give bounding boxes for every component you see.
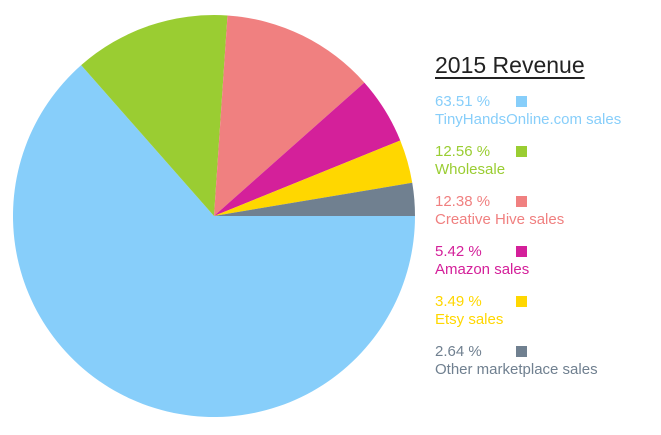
legend: 63.51 % TinyHandsOnline.com sales 12.56 … xyxy=(435,93,657,393)
legend-item: 12.38 % Creative Hive sales xyxy=(435,193,657,243)
legend-percent: 63.51 % xyxy=(435,93,491,110)
pie-slice-amazon-sales xyxy=(214,82,401,216)
legend-label: Other marketplace sales xyxy=(435,361,598,378)
legend-item: 63.51 % TinyHandsOnline.com sales xyxy=(435,93,657,143)
legend-label: Creative Hive sales xyxy=(435,211,565,228)
pie-slice-other-marketplace-sales xyxy=(214,182,415,216)
legend-swatch xyxy=(516,196,527,207)
pie-slice-tinyhandsonline-com-sales xyxy=(12,65,415,417)
legend-label: Amazon sales xyxy=(435,261,530,278)
pie-slices xyxy=(12,14,415,417)
legend-item: 12.56 % Wholesale xyxy=(435,143,657,193)
legend-percent: 3.49 % xyxy=(435,293,482,310)
pie-slice-wholesale xyxy=(81,14,228,217)
legend-percent: 12.56 % xyxy=(435,143,491,160)
pie-slice-creative-hive-sales xyxy=(214,15,365,217)
legend-label: Etsy sales xyxy=(435,311,504,328)
chart-title: 2015 Revenue xyxy=(435,52,585,78)
legend-label: TinyHandsOnline.com sales xyxy=(435,111,622,128)
legend-swatch xyxy=(516,296,527,307)
pie-slice-etsy-sales xyxy=(214,140,413,216)
legend-swatch xyxy=(516,96,527,107)
legend-percent: 2.64 % xyxy=(435,343,482,360)
legend-percent: 12.38 % xyxy=(435,193,491,210)
legend-swatch xyxy=(516,246,527,257)
legend-percent: 5.42 % xyxy=(435,243,482,260)
legend-label: Wholesale xyxy=(435,161,506,178)
legend-swatch xyxy=(516,346,527,357)
legend-item: 5.42 % Amazon sales xyxy=(435,243,657,293)
legend-item: 2.64 % Other marketplace sales xyxy=(435,343,657,393)
legend-swatch xyxy=(516,146,527,157)
legend-item: 3.49 % Etsy sales xyxy=(435,293,657,343)
